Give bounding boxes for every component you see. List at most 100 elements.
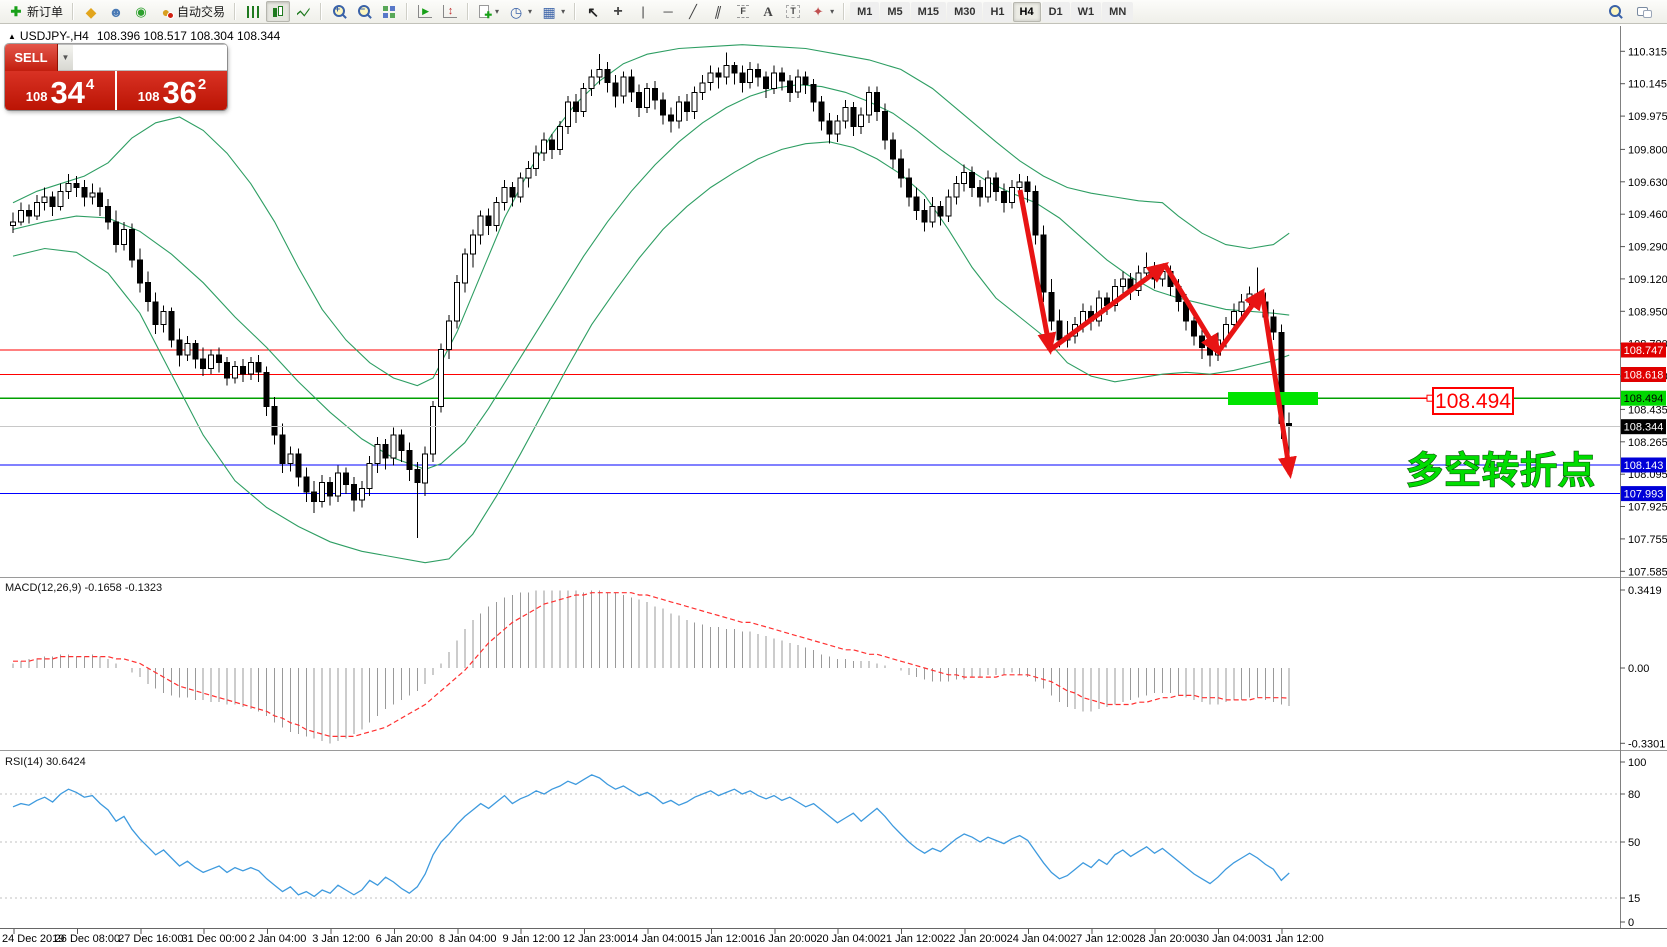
candle-body [810,84,817,103]
bollinger-middle-band [12,84,1290,470]
chart-collapse-icon[interactable]: ▲ [8,32,16,41]
candle-body [620,76,627,97]
annotation-note-text[interactable]: 多空转折点 [1405,449,1596,491]
svg-text:-0.3301: -0.3301 [1628,738,1665,750]
price-tag-label[interactable]: 108.494 [1410,387,1514,415]
candle-body [287,453,294,465]
crosshair-icon [610,4,626,20]
candle-body [977,187,984,198]
candle-body [446,320,452,350]
price-axis[interactable] [1621,26,1667,928]
candle-body [81,187,88,198]
text-button[interactable] [756,1,780,22]
fibonacci-button[interactable] [731,1,755,22]
candle-body [889,139,896,160]
timeframe-m1[interactable]: M1 [850,1,880,22]
candle-body [842,107,849,122]
volume-decrease-button[interactable]: ▼ [58,45,73,70]
new-order-button[interactable]: 新订单 [4,1,67,22]
buy-price-button[interactable]: 108 36 2 [117,71,227,110]
candle-body [1032,190,1039,236]
shapes-button[interactable]: ▾ [806,1,838,22]
candle-body [929,206,936,223]
tiles-button[interactable] [377,1,401,22]
sell-button[interactable]: SELL [5,44,58,71]
search-icon [1608,4,1623,19]
svg-text:15 Jan 12:00: 15 Jan 12:00 [690,933,754,945]
label-button[interactable] [781,1,805,22]
search-button[interactable] [1603,1,1627,22]
timeframe-d1[interactable]: D1 [1041,1,1070,22]
objects-button[interactable] [438,1,462,22]
candle-body [1056,320,1063,341]
chart-surface[interactable] [0,26,1620,577]
hline-price-chip: 108.494 [1621,390,1666,406]
bollinger-upper-band [12,44,1290,387]
volume-input[interactable] [73,45,227,70]
new-chart-button[interactable]: ▾ [474,1,503,22]
candles-button[interactable] [266,1,291,22]
crosshair-button[interactable] [606,1,630,22]
candle-body [866,91,873,116]
line-chart-button[interactable] [291,1,315,22]
pane-separators[interactable] [0,577,1667,929]
market-watch-button[interactable] [79,1,103,22]
rsi-indicator-label: RSI(14) 30.6424 [5,756,86,768]
hline-button[interactable] [656,1,680,22]
bollinger-bands [12,44,1290,564]
sell-price-button[interactable]: 108 34 4 [5,71,115,110]
timeframe-h4[interactable]: H4 [1012,1,1041,22]
channel-button[interactable] [706,1,730,22]
candle-body [303,476,310,493]
horizontal-line-objects[interactable] [0,349,1620,495]
svg-text:50: 50 [1628,837,1640,849]
candle-body [422,453,429,484]
timeframe-m5[interactable]: M5 [880,1,910,22]
macd-pane[interactable] [0,579,1620,750]
candle-body [588,76,595,89]
trend-arrows[interactable] [1017,189,1297,479]
candle-body [818,101,825,122]
cursor-button[interactable] [581,1,605,22]
zoom-in-icon: + [332,4,347,19]
support-zone-highlight[interactable] [1228,392,1318,405]
bollinger-lower-band [12,141,1290,564]
signal-button[interactable] [129,1,153,22]
indicators-button[interactable] [413,1,437,22]
timeframe-w1[interactable]: W1 [1070,1,1102,22]
candle-body [786,80,793,93]
profiles-icon [508,4,524,20]
timeframe-h1[interactable]: H1 [983,1,1012,22]
candle-body [850,107,857,127]
vline-button[interactable] [631,1,655,22]
candle-body [1191,320,1198,337]
candle-body [771,72,777,89]
candle-body [469,234,476,255]
channel-icon [710,4,726,20]
rsi-pane[interactable] [0,752,1620,928]
candle-body [834,120,841,135]
timeframe-m30[interactable]: M30 [947,1,983,22]
candle-body [97,192,104,207]
chart-shift-button[interactable]: ▾ [537,1,569,22]
timeframe-mn[interactable]: MN [1102,1,1134,22]
candle-body [128,228,135,261]
trendline-button[interactable] [681,1,705,22]
zoom-in-button[interactable]: + [327,1,351,22]
zoom-out-button[interactable]: − [352,1,376,22]
timeframe-m15[interactable]: M15 [910,1,947,22]
autotrade-button[interactable]: 自动交易 [154,1,229,22]
candle-body [477,215,484,236]
chat-button[interactable] [1633,1,1657,22]
bars-button[interactable] [241,1,265,22]
navigator-button[interactable] [104,1,128,22]
candle-body [10,221,16,227]
svg-text:15: 15 [1628,893,1640,905]
toolbar-separator [72,3,75,20]
profiles-button[interactable]: ▾ [504,1,536,22]
time-axis[interactable] [0,929,1667,947]
candle-body [453,282,460,322]
candle-body [398,434,405,451]
chevron-down-icon: ▾ [830,7,835,16]
ask-prefix: 108 [137,89,160,104]
